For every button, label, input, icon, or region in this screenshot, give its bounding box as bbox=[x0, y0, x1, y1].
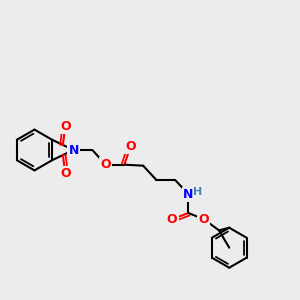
Text: N: N bbox=[68, 143, 79, 157]
Text: N: N bbox=[183, 188, 194, 201]
Text: O: O bbox=[167, 213, 177, 226]
Text: H: H bbox=[193, 188, 203, 197]
Text: O: O bbox=[100, 158, 111, 171]
Text: O: O bbox=[60, 167, 70, 180]
Text: O: O bbox=[198, 213, 209, 226]
Text: O: O bbox=[60, 120, 70, 133]
Text: O: O bbox=[125, 140, 136, 153]
